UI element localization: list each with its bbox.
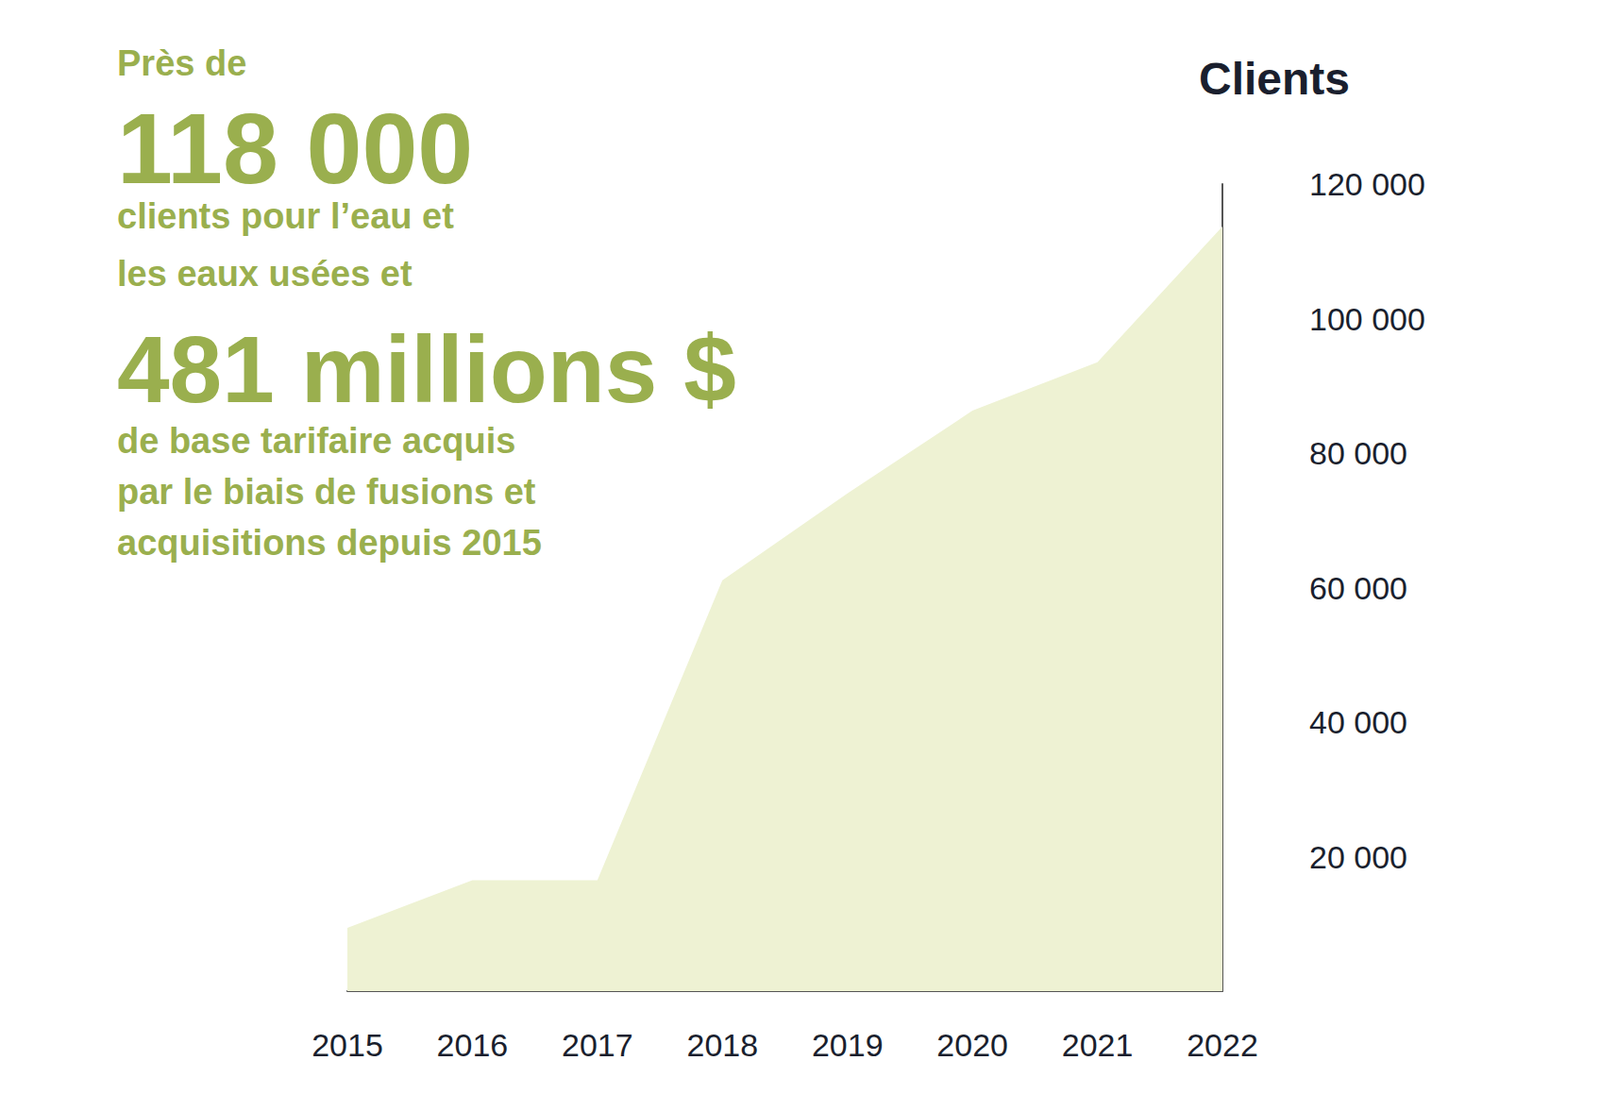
svg-text:20 000: 20 000 xyxy=(1309,839,1408,876)
svg-text:clients pour l’eau et: clients pour l’eau et xyxy=(117,196,455,236)
svg-text:2017: 2017 xyxy=(561,1027,634,1063)
svg-text:2021: 2021 xyxy=(1061,1027,1134,1063)
svg-text:par le biais de fusions et: par le biais de fusions et xyxy=(117,471,537,512)
svg-text:les eaux usées et: les eaux usées et xyxy=(117,253,413,294)
svg-text:2020: 2020 xyxy=(936,1027,1009,1063)
svg-text:80 000: 80 000 xyxy=(1309,435,1408,472)
svg-text:100 000: 100 000 xyxy=(1309,301,1426,337)
svg-text:Clients: Clients xyxy=(1198,53,1350,104)
svg-text:2015: 2015 xyxy=(311,1027,384,1063)
svg-text:2019: 2019 xyxy=(811,1027,884,1063)
svg-text:60 000: 60 000 xyxy=(1309,570,1408,607)
svg-text:120 000: 120 000 xyxy=(1309,166,1426,203)
svg-text:Près de: Près de xyxy=(117,43,247,84)
svg-text:40 000: 40 000 xyxy=(1309,704,1408,741)
svg-text:118 000: 118 000 xyxy=(117,92,473,204)
svg-text:2022: 2022 xyxy=(1186,1027,1259,1063)
svg-text:acquisitions depuis 2015: acquisitions depuis 2015 xyxy=(117,522,542,563)
svg-text:2016: 2016 xyxy=(437,1027,509,1063)
svg-text:de base tarifaire acquis: de base tarifaire acquis xyxy=(117,421,516,461)
svg-text:2018: 2018 xyxy=(686,1027,758,1063)
svg-text:481 millions $: 481 millions $ xyxy=(117,316,737,422)
